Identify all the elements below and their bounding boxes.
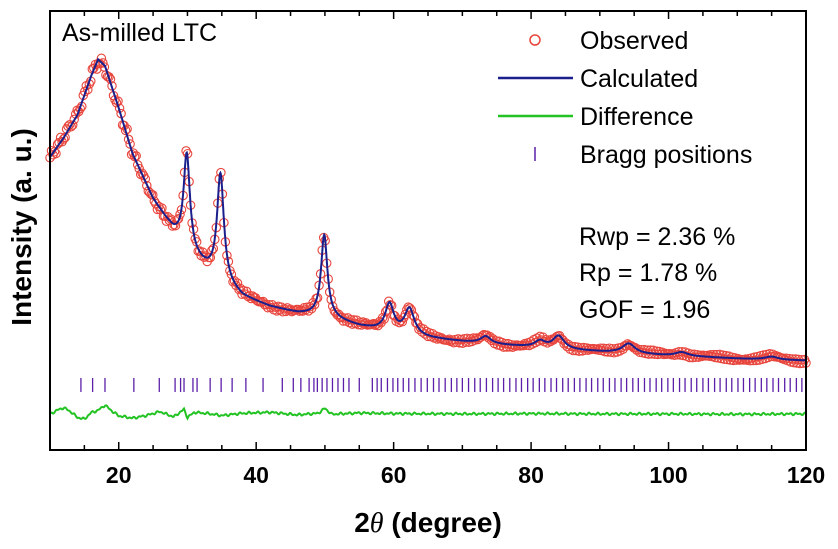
observed-point <box>173 214 184 224</box>
observed-point <box>377 313 388 323</box>
observed-point <box>550 333 560 343</box>
observed-point <box>510 341 521 351</box>
observed-point <box>293 304 303 315</box>
fit-statistics: Rwp = 2.36 % Rp = 1.78 % GOF = 1.96 <box>579 223 735 324</box>
observed-point <box>149 196 160 206</box>
plot-area <box>45 53 811 421</box>
observed-point <box>585 343 595 354</box>
observed-point <box>361 318 371 328</box>
observed-point <box>385 299 395 310</box>
observed-point <box>69 114 79 125</box>
observed-point <box>396 315 406 326</box>
observed-point <box>403 302 414 312</box>
legend-observed-label: Observed <box>580 27 688 55</box>
bragg-positions-series <box>80 377 803 392</box>
observed-point <box>728 355 739 366</box>
x-axis-title-unit: (degree) <box>384 507 502 538</box>
observed-point <box>389 310 400 321</box>
calculated-series <box>49 57 806 362</box>
sample-label: As-milled LTC <box>62 19 217 47</box>
observed-point <box>98 58 108 68</box>
difference-line <box>49 404 807 421</box>
x-tick-label: 40 <box>243 462 269 488</box>
stat-rwp: Rwp = 2.36 % <box>579 223 735 251</box>
legend-observed-marker <box>529 34 541 46</box>
observed-point <box>137 168 147 179</box>
observed-point <box>169 219 179 230</box>
legend-bragg-label: Bragg positions <box>580 141 752 169</box>
x-axis: 20 40 60 80 100 120 <box>49 11 825 488</box>
observed-point <box>229 276 240 286</box>
observed-point <box>134 163 144 174</box>
legend: Observed Calculated Difference Bragg pos… <box>498 27 752 169</box>
x-tick-label: 60 <box>381 462 407 488</box>
observed-point <box>151 198 161 209</box>
observed-point <box>476 332 486 342</box>
observed-point <box>468 333 479 343</box>
x-axis-title: 2θ (degree) <box>354 507 502 539</box>
observed-point <box>166 214 176 224</box>
observed-point <box>731 355 742 365</box>
stat-gof: GOF = 1.96 <box>579 296 710 324</box>
observed-point <box>119 120 129 131</box>
y-axis-title: Intensity (a. u.) <box>6 128 37 326</box>
observed-point <box>120 125 131 136</box>
observed-point <box>155 204 166 215</box>
x-tick-label: 20 <box>106 462 132 488</box>
legend-calculated-label: Calculated <box>580 65 698 93</box>
observed-point <box>243 291 253 302</box>
observed-point <box>58 134 69 144</box>
observed-point <box>557 334 568 345</box>
x-tick-label: 80 <box>518 462 544 488</box>
observed-point <box>563 339 574 350</box>
x-tick-label: 100 <box>649 462 687 488</box>
observed-point <box>486 335 497 346</box>
observed-point <box>625 340 636 351</box>
x-axis-title-theta: θ <box>370 508 384 539</box>
legend-difference-label: Difference <box>580 103 694 131</box>
x-tick-label: 120 <box>787 462 825 488</box>
stat-rp: Rp = 1.78 % <box>579 259 717 287</box>
observed-point <box>167 221 178 231</box>
calculated-line <box>49 57 806 362</box>
x-axis-title-prefix: 2 <box>354 507 370 538</box>
observed-point <box>371 319 382 329</box>
observed-point <box>420 329 430 339</box>
difference-series <box>49 404 807 421</box>
